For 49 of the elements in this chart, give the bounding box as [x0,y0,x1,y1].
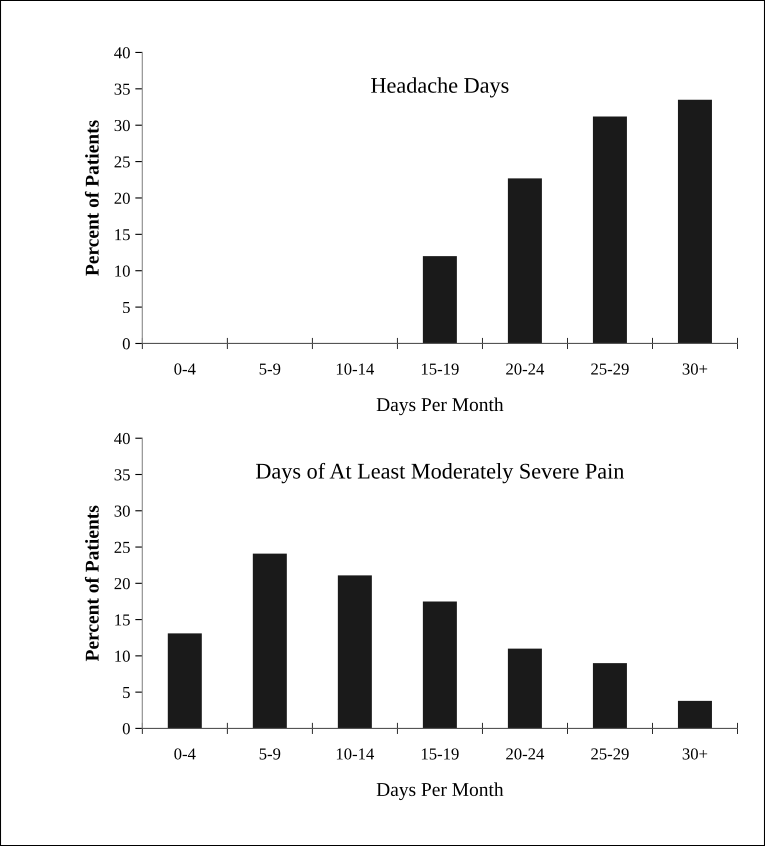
x-tick-label: 25-29 [591,748,629,760]
y-tick-label: 40 [114,47,130,58]
y-tick-label: 15 [115,614,130,626]
bar [168,633,202,728]
bar [592,663,627,728]
x-tick-label: 20-24 [506,363,544,375]
x-tick-label: 30+ [682,363,708,375]
x-tick-label: 15-19 [422,363,459,375]
x-tick-label: 15-19 [422,748,459,760]
bar [678,700,712,728]
x-tick-label: 5-9 [260,748,280,760]
y-axis-title: Percent of Patients [84,120,99,276]
x-tick-label: 30+ [682,748,708,760]
text: Days of At Least Moderately Severe Pain [256,462,624,484]
y-tick-label: 0 [122,723,130,734]
y-tick-label: 35 [114,84,130,95]
y-tick-label: 25 [114,542,130,553]
y-tick-label: 10 [115,650,130,662]
y-tick-label: 5 [123,687,130,698]
y-axis-title: Percent of Patients [84,506,99,662]
y-tick-label: 35 [114,469,130,480]
bar [678,100,712,344]
bar [252,554,287,728]
y-tick-label: 25 [114,156,130,168]
y-tick-label: 15 [115,229,130,240]
x-tick-label: 5-9 [260,363,280,375]
x-axis-title: Days Per Month [376,397,504,416]
x-tick-label: 25-29 [591,363,629,375]
y-tick-label: 30 [114,505,130,517]
y-tick-label: 20 [114,578,130,590]
y-tick-label: 0 [122,338,130,350]
y-tick-label: 20 [114,192,130,204]
y-tick-label: 40 [114,432,130,444]
x-tick-label: 10-14 [336,748,374,760]
y-tick-label: 10 [115,265,130,277]
bar [422,256,457,344]
text: Headache Days [371,77,508,98]
x-axis-title: Days Per Month [376,782,504,800]
x-tick-label: 0-4 [174,748,196,760]
y-tick-label: 5 [123,302,130,314]
x-tick-label: 20-24 [506,748,544,760]
x-tick-label: 0-4 [174,363,196,375]
bar [422,601,457,728]
bar [508,648,542,728]
bar [592,116,627,344]
bar [338,575,372,728]
bar [508,178,542,344]
y-tick-label: 30 [114,120,130,132]
x-tick-label: 10-14 [336,363,374,375]
